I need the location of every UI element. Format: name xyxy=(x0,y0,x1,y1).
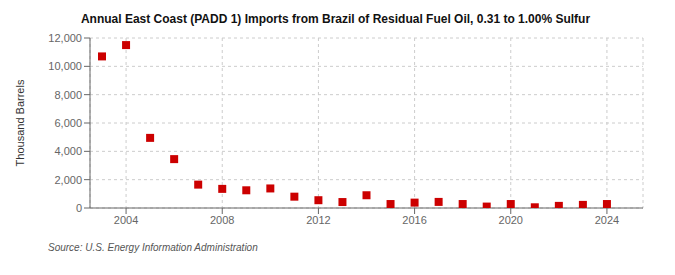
svg-text:Thousand Barrels: Thousand Barrels xyxy=(14,79,26,166)
svg-text:10,000: 10,000 xyxy=(48,60,82,72)
svg-text:12,000: 12,000 xyxy=(48,32,82,44)
svg-text:2,000: 2,000 xyxy=(54,174,82,186)
svg-text:2016: 2016 xyxy=(402,214,426,226)
html-text:Source: U.S. Energy Informatio: Source: U.S. Energy Information Administ… xyxy=(48,242,258,253)
svg-text:2020: 2020 xyxy=(499,214,523,226)
svg-text:0: 0 xyxy=(76,202,82,214)
svg-text:2004: 2004 xyxy=(114,214,138,226)
svg-text:2008: 2008 xyxy=(210,214,234,226)
svg-text:2012: 2012 xyxy=(306,214,330,226)
svg-text:6,000: 6,000 xyxy=(54,117,82,129)
html-text:Annual East Coast (PADD 1) Imp: Annual East Coast (PADD 1) Imports from … xyxy=(80,12,591,26)
svg-text:4,000: 4,000 xyxy=(54,145,82,157)
svg-text:8,000: 8,000 xyxy=(54,89,82,101)
svg-text:2024: 2024 xyxy=(595,214,619,226)
